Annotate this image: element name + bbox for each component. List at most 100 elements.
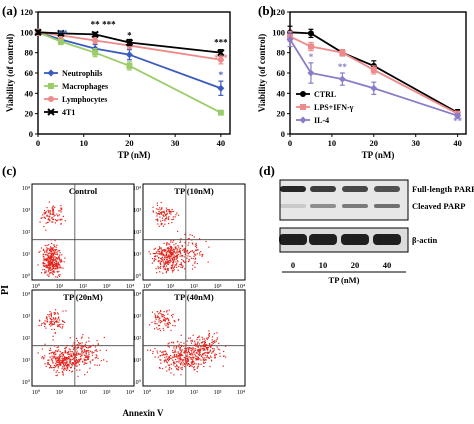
flow-dot [45, 229, 47, 231]
flow-dot [185, 352, 187, 354]
legend-marker [47, 69, 55, 77]
flow-dot [48, 260, 50, 262]
flow-dot [62, 355, 65, 357]
flow-dot [47, 255, 49, 257]
flow-dot [56, 346, 58, 349]
flow-dot [44, 254, 46, 256]
flow-dot [180, 345, 183, 348]
flow-dot [57, 350, 59, 353]
flow-dot [50, 325, 52, 327]
flow-dot [181, 245, 184, 248]
flow-dot [197, 365, 199, 367]
flow-dot [54, 264, 56, 266]
flow-dot [167, 364, 169, 366]
flow-dot [191, 365, 193, 367]
flow-dot [47, 244, 50, 246]
flow-dot [58, 250, 61, 252]
flow-dot [184, 251, 186, 253]
flow-dot [76, 353, 78, 355]
legend-label: Lymphocytes [62, 95, 107, 104]
flow-dot [51, 328, 53, 331]
flow-dot [169, 322, 171, 325]
flow-dot [193, 367, 195, 369]
flow-dot [52, 206, 54, 208]
flow-dot [196, 249, 198, 251]
flow-dot [56, 318, 58, 320]
y-tick-label: 10³ [133, 314, 141, 320]
y-axis-label: PI [0, 285, 11, 295]
flow-dot [172, 252, 174, 254]
flow-dot [40, 324, 43, 326]
flow-dot [192, 357, 194, 359]
flow-dot [160, 212, 162, 215]
flow-dot [173, 257, 175, 259]
flow-dot [194, 258, 196, 260]
flow-dot [204, 357, 206, 359]
flow-dot [71, 363, 73, 365]
flow-dot [187, 360, 190, 362]
flow-dot [162, 254, 165, 256]
flow-dot [56, 266, 59, 268]
flow-dot [187, 255, 189, 257]
flow-dot [201, 338, 204, 340]
flow-dot [224, 345, 227, 347]
flow-dot [64, 220, 66, 222]
flow-dot [182, 249, 184, 251]
flow-dot [165, 352, 168, 354]
flow-dot [208, 352, 210, 354]
flow-dot [81, 347, 83, 350]
x-axis-label: TP (nM) [362, 150, 395, 160]
flow-dot [160, 252, 162, 255]
flow-dot [152, 350, 154, 353]
flow-dot [162, 211, 164, 213]
flow-dot [52, 255, 54, 257]
flow-dot [73, 342, 75, 344]
y-tick-label: 10⁴ [133, 186, 141, 192]
flow-dot [168, 209, 170, 211]
flow-dot [48, 363, 51, 366]
significance-mark: ** [91, 19, 101, 29]
flow-dot [56, 257, 58, 259]
flow-dot [61, 351, 63, 354]
significance-mark: ** [338, 62, 348, 72]
flow-dot [65, 362, 67, 365]
flow-dot [151, 321, 153, 323]
flow-dot [170, 341, 173, 344]
x-tick-label: 10² [190, 390, 198, 396]
flow-dot [170, 268, 173, 270]
flow-dot [161, 256, 164, 258]
flow-dot [157, 356, 159, 358]
flow-dot [52, 249, 54, 251]
flow-dot [57, 313, 59, 315]
flow-dot [202, 358, 204, 360]
flow-dot [74, 360, 76, 362]
flow-dot [93, 351, 95, 354]
flow-dot [199, 238, 201, 240]
flow-dot [166, 213, 168, 215]
flow-dot [54, 258, 57, 260]
flow-dot [80, 347, 82, 349]
flow-dot [44, 251, 46, 253]
flow-dot [44, 355, 46, 357]
flow-dot [53, 215, 55, 217]
flow-dot [197, 342, 199, 344]
flow-dot [196, 253, 198, 255]
flow-dot [211, 339, 213, 341]
y-tick-label: 10² [133, 230, 141, 236]
band-cleaved-parp [310, 204, 336, 208]
flow-dot [55, 263, 58, 266]
flow-dot [58, 354, 61, 356]
flow-dot [166, 259, 168, 261]
lane-label: 20 [351, 260, 360, 270]
flow-dot [177, 357, 179, 359]
flow-dot [205, 348, 208, 350]
flow-dot [192, 252, 195, 254]
flow-dot [70, 351, 72, 353]
flow-dot [49, 261, 51, 263]
flow-dot [178, 248, 180, 250]
flow-dot [166, 242, 168, 244]
flow-dot [60, 223, 62, 225]
flow-dot [52, 339, 54, 341]
flow-dot [52, 248, 54, 250]
flow-dot [160, 260, 163, 263]
